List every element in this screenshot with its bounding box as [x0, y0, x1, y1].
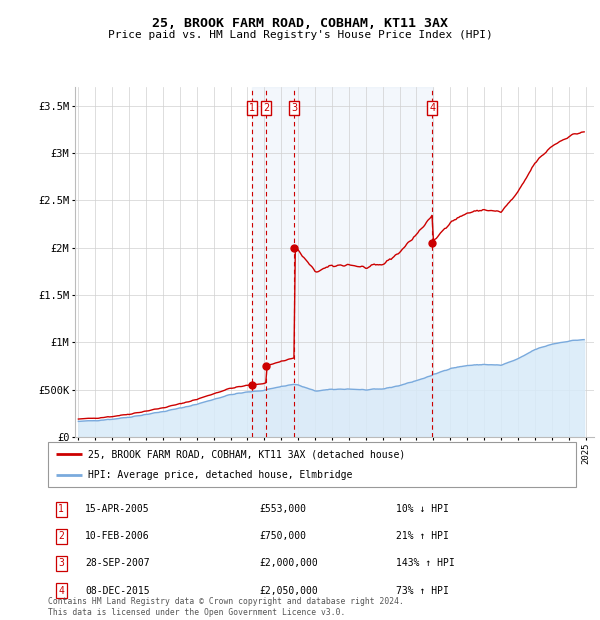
Text: 1: 1 — [58, 504, 64, 514]
Text: 73% ↑ HPI: 73% ↑ HPI — [397, 585, 449, 596]
Text: 2: 2 — [263, 102, 269, 113]
Text: £553,000: £553,000 — [259, 504, 306, 514]
Text: 28-SEP-2007: 28-SEP-2007 — [85, 559, 149, 569]
Text: HPI: Average price, detached house, Elmbridge: HPI: Average price, detached house, Elmb… — [88, 469, 352, 480]
Bar — [253, 87, 433, 437]
Text: 08-DEC-2015: 08-DEC-2015 — [85, 585, 149, 596]
Text: £2,050,000: £2,050,000 — [259, 585, 318, 596]
Text: 10-FEB-2006: 10-FEB-2006 — [85, 531, 149, 541]
Text: 3: 3 — [58, 559, 64, 569]
Text: £2,000,000: £2,000,000 — [259, 559, 318, 569]
Text: 4: 4 — [429, 102, 435, 113]
Text: Price paid vs. HM Land Registry's House Price Index (HPI): Price paid vs. HM Land Registry's House … — [107, 30, 493, 40]
Text: 25, BROOK FARM ROAD, COBHAM, KT11 3AX: 25, BROOK FARM ROAD, COBHAM, KT11 3AX — [152, 17, 448, 30]
Text: 25, BROOK FARM ROAD, COBHAM, KT11 3AX (detached house): 25, BROOK FARM ROAD, COBHAM, KT11 3AX (d… — [88, 449, 405, 459]
Text: 143% ↑ HPI: 143% ↑ HPI — [397, 559, 455, 569]
Text: 15-APR-2005: 15-APR-2005 — [85, 504, 149, 514]
Text: 10% ↓ HPI: 10% ↓ HPI — [397, 504, 449, 514]
Text: 2: 2 — [58, 531, 64, 541]
Text: 1: 1 — [249, 102, 256, 113]
FancyBboxPatch shape — [48, 442, 576, 487]
Text: 21% ↑ HPI: 21% ↑ HPI — [397, 531, 449, 541]
Text: Contains HM Land Registry data © Crown copyright and database right 2024.
This d: Contains HM Land Registry data © Crown c… — [48, 598, 404, 617]
Text: £750,000: £750,000 — [259, 531, 306, 541]
Text: 4: 4 — [58, 585, 64, 596]
Text: 3: 3 — [291, 102, 297, 113]
